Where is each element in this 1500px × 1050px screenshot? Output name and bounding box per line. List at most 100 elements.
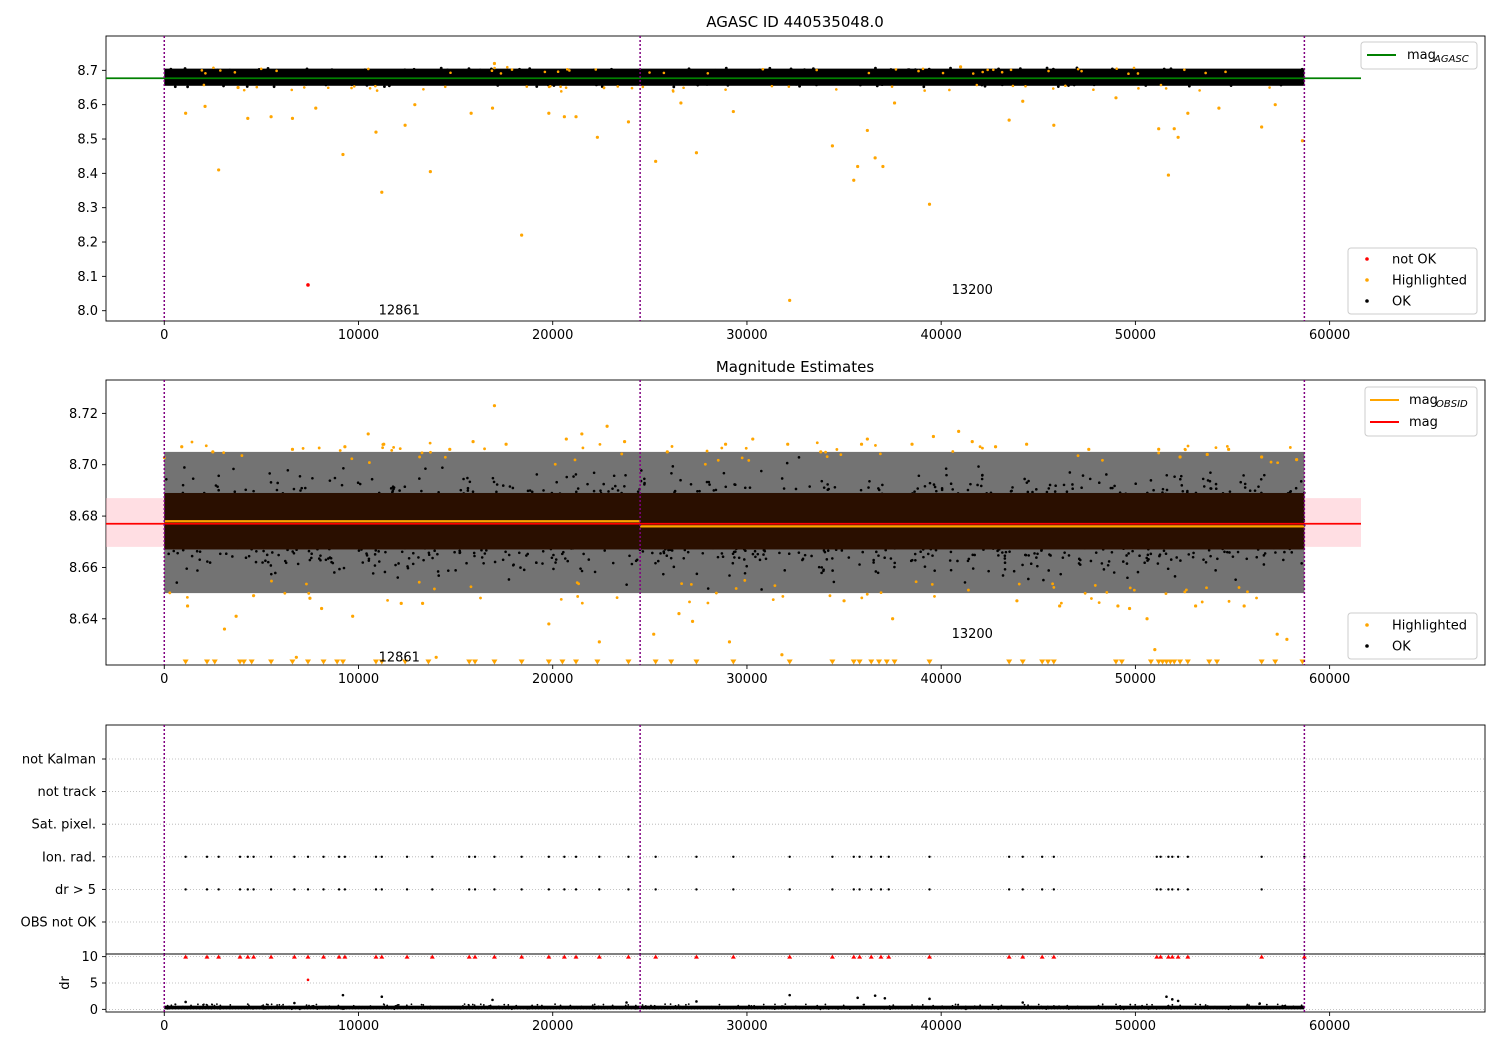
middle-highlighted-point — [180, 445, 184, 449]
middle-ok-point — [940, 488, 944, 492]
middle-ok-point — [175, 581, 179, 584]
top-ok-point — [172, 73, 176, 77]
middle-legend-label: mag — [1409, 393, 1438, 408]
flags-point — [1260, 888, 1263, 891]
middle-ok-point — [1068, 471, 1072, 474]
middle-highlighted-point — [781, 594, 785, 598]
middle-highlighted-point — [343, 445, 347, 449]
dr-point — [1067, 1008, 1070, 1010]
top-x-tick-label: 60000 — [1309, 328, 1350, 343]
middle-ok-point — [1166, 567, 1170, 571]
middle-ok-point — [582, 552, 585, 556]
middle-ok-point — [397, 562, 400, 565]
dr-point — [889, 1006, 892, 1009]
dr-clipped-marker — [730, 954, 736, 959]
middle-clipped-marker — [378, 659, 385, 665]
middle-ok-point — [695, 572, 699, 576]
flags-point — [252, 855, 255, 858]
flags-point — [563, 888, 566, 891]
top-ok-point — [1103, 81, 1107, 85]
middle-highlighted-point — [317, 446, 321, 450]
top-ok-point — [789, 67, 793, 71]
dr-clipped-marker — [1154, 954, 1160, 959]
top-ok-point — [518, 67, 521, 71]
dr-point — [1081, 1006, 1084, 1009]
middle-clipped-marker — [1112, 659, 1119, 665]
top-highlighted-point — [490, 69, 494, 73]
middle-highlighted-point — [967, 588, 970, 592]
top-highlighted-point — [815, 68, 818, 72]
dr-point — [209, 1006, 212, 1009]
middle-ok-point — [1048, 483, 1052, 487]
middle-ok-point — [592, 471, 596, 475]
top-highlighted-point — [1300, 139, 1305, 143]
flags-point — [246, 888, 249, 891]
top-highlighted-point — [520, 233, 524, 237]
dr-point — [954, 1003, 957, 1006]
middle-ok-point — [1209, 471, 1212, 474]
top-highlighted-point — [374, 130, 378, 134]
middle-ok-point — [705, 480, 709, 484]
middle-clipped-marker — [1171, 659, 1178, 665]
top-ok-point — [403, 68, 407, 72]
flags-point — [1186, 855, 1190, 858]
dr-clipped-marker — [491, 954, 497, 959]
middle-ok-point — [458, 551, 462, 554]
dr-point — [1265, 1003, 1268, 1006]
dr-point — [305, 1004, 308, 1007]
middle-ok-point — [733, 556, 736, 559]
middle-ok-point — [208, 561, 212, 564]
middle-ok-point — [508, 485, 512, 488]
middle-ok-point — [1048, 553, 1051, 556]
top-ok-point — [528, 68, 532, 72]
middle-clipped-marker — [868, 659, 875, 665]
top-ok-point — [975, 72, 978, 76]
dr-point — [979, 1004, 982, 1007]
middle-ok-point — [919, 550, 922, 554]
middle-legend-label: OK — [1392, 640, 1411, 655]
middle-highlighted-point — [740, 456, 744, 460]
middle-highlighted-point — [874, 444, 877, 447]
middle-clipped-marker — [1006, 659, 1013, 665]
middle-ok-point — [949, 482, 953, 486]
middle-ok-point — [928, 481, 932, 485]
middle-ok-point — [1053, 490, 1057, 493]
dr-point — [634, 1004, 637, 1007]
dr-point — [848, 1008, 851, 1011]
middle-highlighted-point — [951, 450, 955, 453]
flags-point — [563, 855, 566, 858]
middle-ok-point — [436, 570, 440, 573]
middle-ok-point — [1078, 558, 1082, 562]
top-highlighted-point — [834, 88, 838, 91]
top-ok-point — [648, 81, 651, 85]
flags-point — [870, 855, 873, 858]
flags-point — [928, 855, 931, 858]
dr-point — [951, 1004, 954, 1007]
dr-point — [580, 1005, 583, 1008]
middle-ok-point — [384, 550, 387, 554]
dr-point — [724, 1006, 727, 1009]
middle-ok-point — [392, 487, 395, 491]
middle-ok-point — [1125, 554, 1128, 557]
middle-ok-point — [1112, 571, 1116, 574]
top-ok-point — [1110, 79, 1114, 83]
flags-row-label: not Kalman — [22, 753, 96, 768]
middle-ok-point — [329, 556, 333, 560]
top-ok-point — [568, 73, 572, 76]
top-highlighted-point — [1224, 70, 1227, 74]
top-ok-point — [927, 67, 931, 71]
middle-ok-point — [634, 559, 638, 563]
middle-clipped-marker — [1118, 659, 1125, 665]
middle-highlighted-point — [1227, 447, 1231, 451]
dr-point — [746, 1006, 749, 1009]
flags-point — [293, 855, 296, 858]
middle-ok-point — [264, 559, 267, 563]
dr-clipped-marker — [927, 954, 933, 959]
middle-ok-point — [1236, 550, 1240, 554]
dr-point — [315, 1003, 318, 1006]
dr-point — [459, 1007, 461, 1010]
middle-ok-point — [1262, 563, 1266, 566]
middle-ok-point — [1145, 556, 1149, 560]
flags-point — [887, 855, 890, 858]
flags-point — [493, 888, 496, 891]
